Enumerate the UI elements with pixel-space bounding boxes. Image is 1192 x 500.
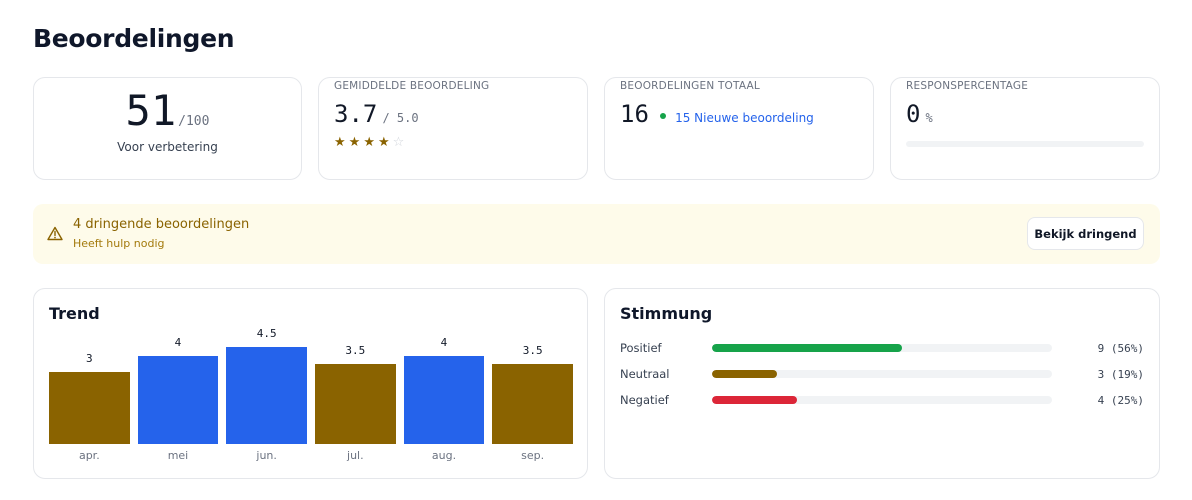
star-filled-icon: ★ bbox=[334, 135, 346, 150]
star-filled-icon: ★ bbox=[348, 135, 361, 150]
warning-triangle-icon bbox=[47, 226, 63, 245]
trend-bar-value-label: 3.5 bbox=[345, 343, 366, 357]
sentiment-label: Neutraal bbox=[620, 367, 670, 381]
sentiment-count: 4 (25%) bbox=[1097, 394, 1144, 407]
trend-title: Trend bbox=[49, 304, 100, 323]
new-indicator-dot bbox=[660, 112, 666, 119]
average-rating-value: 3.7 bbox=[334, 100, 378, 128]
trend-bar bbox=[137, 355, 219, 444]
sentiment-bar bbox=[712, 370, 1052, 378]
trend-bar-value-label: 3.5 bbox=[522, 343, 543, 357]
sentiment-row: Neutraal 3 (19%) bbox=[620, 365, 1144, 383]
view-urgent-button[interactable]: Bekijk dringend bbox=[1027, 217, 1144, 250]
sentiment-bar-fill bbox=[712, 370, 777, 378]
trend-category-label: aug. bbox=[431, 449, 457, 462]
alert-subtitle: Heeft hulp nodig bbox=[73, 237, 165, 250]
sentiment-label: Positief bbox=[620, 341, 662, 355]
trend-bar-value-label: 4 bbox=[440, 335, 448, 349]
trend-category-label: apr. bbox=[78, 449, 100, 462]
trend-category-label: jun. bbox=[256, 449, 277, 462]
trend-bar bbox=[403, 355, 485, 444]
trend-bar-value-label: 4 bbox=[174, 335, 182, 349]
trend-bar bbox=[49, 372, 130, 444]
response-rate-label: RESPONSPERCENTAGE bbox=[906, 80, 1029, 92]
score-caption: Voor verbetering bbox=[117, 140, 218, 154]
star-filled-icon: ★ bbox=[363, 135, 375, 150]
sentiment-bar-fill bbox=[712, 396, 797, 404]
page-title: Beoordelingen bbox=[33, 24, 235, 53]
total-reviews-label: BEOORDELINGEN TOTAAL bbox=[620, 80, 760, 92]
sentiment-title: Stimmung bbox=[620, 304, 713, 323]
star-filled-icon: ★ bbox=[377, 135, 390, 150]
sentiment-label: Negatief bbox=[620, 393, 669, 407]
new-reviews-text: 15 Nieuwe beoordeling bbox=[675, 111, 814, 125]
response-rate-progress bbox=[906, 141, 1144, 147]
sentiment-panel: Stimmung Positief 9 (56%) Neutraal 3 (19%) N… bbox=[604, 288, 1160, 479]
trend-panel: Trend 3 apr. 4 mei 4.5 jun. 3.5 jul. 4 aug. 3.5 sep… bbox=[33, 288, 588, 479]
sentiment-count: 3 (19%) bbox=[1097, 368, 1144, 381]
score-card: 51/100 Voor verbetering bbox=[33, 77, 302, 180]
trend-bar bbox=[492, 363, 573, 444]
trend-bar-value-label: 3 bbox=[86, 352, 93, 365]
sentiment-bar-fill bbox=[712, 344, 903, 352]
average-rating-max: / 5.0 bbox=[382, 111, 419, 125]
trend-bar-value-label: 4.5 bbox=[256, 327, 277, 341]
total-reviews-card: BEOORDELINGEN TOTAAL 16 15 Nieuwe beoord… bbox=[604, 77, 874, 180]
star-empty-icon: ☆ bbox=[392, 135, 405, 150]
sentiment-bar bbox=[712, 396, 1052, 404]
response-rate-value: 0 bbox=[906, 100, 921, 128]
urgent-alert: 4 dringende beoordelingen Heeft hulp nod… bbox=[33, 204, 1160, 264]
score-value: 51 bbox=[125, 86, 177, 135]
average-rating-label: GEMIDDELDE BEOORDELING bbox=[334, 80, 490, 92]
response-rate-card: RESPONSPERCENTAGE 0 % bbox=[890, 77, 1160, 180]
sentiment-bar bbox=[712, 344, 1052, 352]
alert-title: 4 dringende beoordelingen bbox=[73, 217, 250, 232]
sentiment-count: 9 (56%) bbox=[1097, 342, 1144, 355]
sentiment-row: Negatief 4 (25%) bbox=[620, 391, 1144, 409]
trend-category-label: mei bbox=[167, 449, 189, 462]
star-rating: ★ ★ ★ ★ ☆ bbox=[334, 136, 404, 149]
trend-chart: 3 apr. 4 mei 4.5 jun. 3.5 jul. 4 aug. 3.5 sep. bbox=[49, 327, 573, 469]
trend-bar bbox=[226, 347, 307, 444]
score-max: /100 bbox=[178, 114, 210, 129]
total-reviews-value: 16 bbox=[620, 100, 649, 128]
average-rating-card: GEMIDDELDE BEOORDELING 3.7 / 5.0 ★ ★ ★ ★ ☆ bbox=[318, 77, 588, 180]
response-rate-unit: % bbox=[925, 111, 933, 125]
trend-bar bbox=[315, 363, 396, 444]
sentiment-row: Positief 9 (56%) bbox=[620, 339, 1144, 357]
trend-category-label: jul. bbox=[347, 449, 364, 462]
trend-category-label: sep. bbox=[521, 449, 545, 462]
